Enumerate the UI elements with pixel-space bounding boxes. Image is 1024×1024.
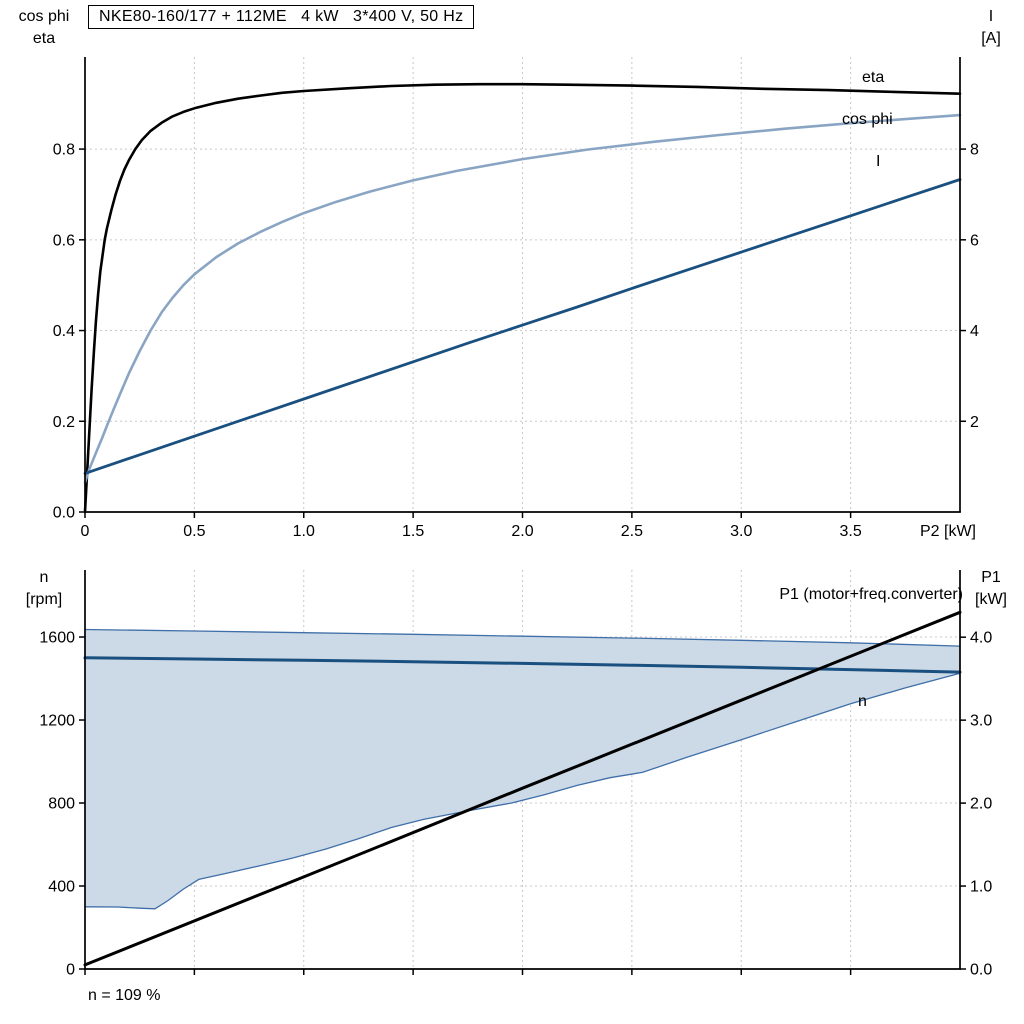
p1-label: P1 (motor+freq.converter) <box>779 586 963 603</box>
x-tick-label: 3.0 <box>730 523 752 540</box>
speed-curve <box>83 656 962 674</box>
x-tick-label: 3.5 <box>840 523 862 540</box>
axis-label-line: [kW] <box>975 591 1007 608</box>
axis-label-line: P1 <box>981 569 1001 586</box>
left-tick-label: 0.4 <box>53 323 75 340</box>
top-chart-left-axis-title: cos phi eta <box>6 6 82 50</box>
x-tick-label: 0.5 <box>183 523 205 540</box>
current-curve <box>83 178 962 475</box>
bottom-chart-left-axis-title: n [rpm] <box>6 567 82 611</box>
left-tick-label: 0.8 <box>53 142 75 159</box>
left-tick-label: 1200 <box>39 713 75 730</box>
axes: 0 400 800 1200 1600 0.0 1.0 2.0 3.0 4.0 <box>39 570 992 979</box>
x-tick-label: 1.0 <box>293 523 315 540</box>
x-tick-label: 1.5 <box>402 523 424 540</box>
motor-performance-chart: 0 0.5 1.0 1.5 2.0 2.5 3.0 3.5 0.0 0.2 0.4 0.6 0.8 2 4 6… <box>53 57 979 540</box>
x-tick-label: 2.0 <box>511 523 533 540</box>
speed-power-chart: 0 400 800 1200 1600 0.0 1.0 2.0 3.0 4.0 n P1 (motor… <box>39 570 992 979</box>
right-tick-label: 4 <box>970 323 979 340</box>
speed-range-upper-edge <box>84 628 961 647</box>
eta-curve <box>83 82 962 514</box>
axis-label-line: I <box>988 8 994 25</box>
right-tick-label: 8 <box>970 142 979 159</box>
left-tick-label: 800 <box>48 796 75 813</box>
right-tick-label: 3.0 <box>970 713 992 730</box>
left-tick-label: 0.0 <box>53 505 75 522</box>
speed-percentage-note: n = 109 % <box>88 987 161 1004</box>
axis-label-line: cos phi <box>18 8 70 25</box>
right-tick-label: 1.0 <box>970 879 992 896</box>
bottom-chart-right-axis-title: P1 [kW] <box>962 567 1020 611</box>
cos-phi-label: cos phi <box>842 111 893 128</box>
x-tick-label: 2.5 <box>621 523 643 540</box>
current-label: I <box>876 153 880 170</box>
axis-label-line: n <box>39 569 49 586</box>
left-tick-label: 1600 <box>39 630 75 647</box>
right-tick-label: 6 <box>970 232 979 249</box>
axes: 0 0.5 1.0 1.5 2.0 2.5 3.0 3.5 0.0 0.2 0.4 0.6 0.8 2 4 6… <box>53 57 979 540</box>
axis-label-line: [A] <box>981 30 1001 47</box>
eta-label: eta <box>862 69 884 86</box>
x-tick-label: 0 <box>81 523 90 540</box>
x-axis-title: P2 [kW] <box>919 523 976 540</box>
right-tick-label: 0.0 <box>970 962 992 979</box>
right-tick-label: 4.0 <box>970 630 992 647</box>
speed-label: n <box>858 693 867 710</box>
axis-label-line: eta <box>32 30 56 47</box>
left-tick-label: 400 <box>48 879 75 896</box>
speed-range-lower-edge <box>84 672 961 910</box>
left-tick-label: 0 <box>66 962 75 979</box>
right-tick-label: 2.0 <box>970 796 992 813</box>
chart-title-box: NKE80-160/177 + 112ME 4 kW 3*400 V, 50 H… <box>88 5 475 29</box>
axis-label-line: [rpm] <box>25 591 63 608</box>
p1-curve <box>83 610 962 967</box>
left-tick-label: 0.2 <box>53 414 75 431</box>
top-chart-right-axis-title: I [A] <box>964 6 1018 50</box>
left-tick-label: 0.6 <box>53 232 75 249</box>
right-tick-label: 2 <box>970 414 979 431</box>
cos-phi-curve <box>83 113 962 484</box>
